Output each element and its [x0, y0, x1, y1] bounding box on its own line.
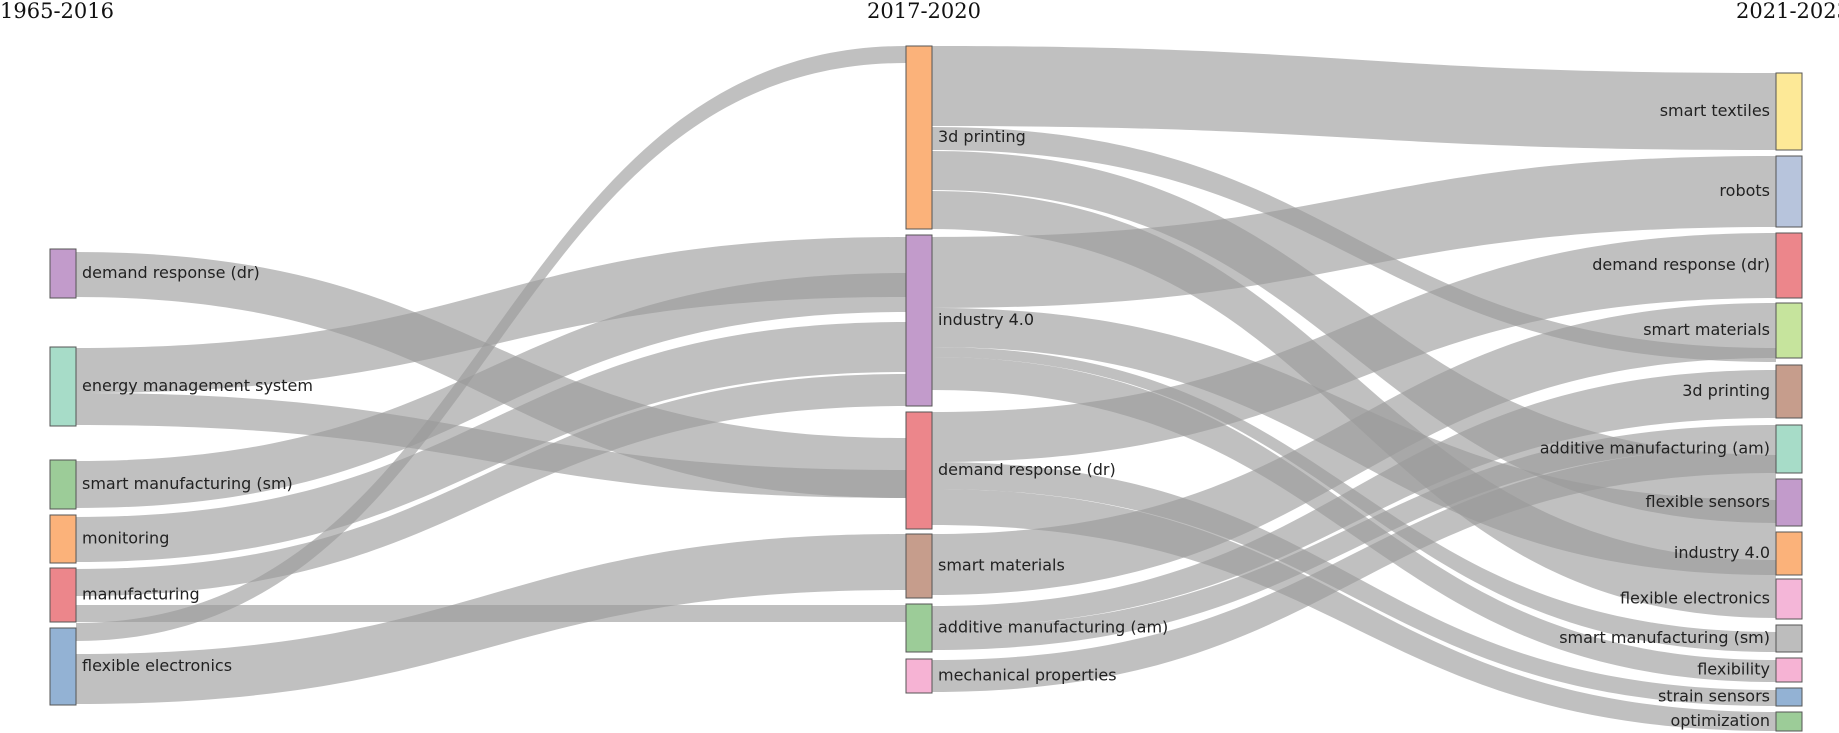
node-p3-optimization: optimization: [1670, 711, 1803, 732]
node-p2-3d-printing: 3d printing: [905, 45, 1026, 230]
node-bar-smart-manufacturing-sm: [49, 459, 77, 510]
node-label-3d-printing: 3d printing: [938, 127, 1026, 146]
period-label-middle: 2017-2020: [867, 0, 981, 23]
period-label-right: 2021-2023: [1736, 0, 1839, 23]
node-p1-manufacturing: manufacturing: [49, 567, 200, 623]
node-p2-demand-response: demand response (dr): [905, 411, 1116, 530]
node-label-smart-manufacturing-sm: smart manufacturing (sm): [82, 474, 293, 493]
node-p3-smart-textiles: smart textiles: [1660, 72, 1803, 151]
node-label-additive-manufacturing-am: additive manufacturing (am): [1540, 439, 1770, 458]
link-p1-manufacturing-to-p2-3d-printing: [76, 46, 906, 641]
node-p2-smart-materials: smart materials: [905, 533, 1065, 599]
node-bar-robots: [1775, 155, 1803, 228]
link-p2-industry-40-to-p3-robots: [932, 156, 1776, 308]
link-p1-flexible-electronics-to-p2-smart-materials: [76, 534, 906, 704]
node-bar-3d-printing: [1775, 364, 1803, 419]
node-bar-additive-manufacturing-am: [905, 603, 933, 653]
node-p1-flexible-electronics: flexible electronics: [49, 627, 232, 706]
node-label-3d-printing: 3d printing: [1682, 381, 1770, 400]
node-label-flexible-electronics: flexible electronics: [1620, 589, 1770, 608]
node-bar-flexible-electronics: [1775, 578, 1803, 620]
node-label-industry-4-0: industry 4.0: [1674, 543, 1770, 562]
node-p3-demand-response: demand response (dr): [1592, 232, 1803, 299]
node-bar-industry-4-0: [1775, 531, 1803, 576]
link-p2-demand-response-to-p3-demand-response: [932, 233, 1776, 462]
node-bar-additive-manufacturing-am: [1775, 424, 1803, 474]
link-p2-demand-response-to-p3-strain-sensors: [932, 462, 1776, 706]
node-p3-additive-manufacturing: additive manufacturing (am): [1540, 424, 1803, 474]
node-p2-additive-manufacturing: additive manufacturing (am): [905, 603, 1168, 653]
node-label-manufacturing: manufacturing: [82, 585, 200, 604]
node-label-industry-4-0: industry 4.0: [938, 310, 1034, 329]
link-p2-mechanical-properties-to-p3-additive-manufacturing: [932, 447, 1776, 692]
node-label-flexibility: flexibility: [1697, 660, 1770, 679]
node-label-mechanical-properties: mechanical properties: [938, 666, 1117, 685]
node-p3-smart-materials: smart materials: [1643, 302, 1803, 359]
node-label-smart-manufacturing-sm: smart manufacturing (sm): [1559, 628, 1770, 647]
node-bar-smart-manufacturing-sm: [1775, 624, 1803, 653]
node-p3-3d-printing: 3d printing: [1682, 364, 1803, 419]
node-label-flexible-electronics: flexible electronics: [82, 656, 232, 675]
node-p3-robots: robots: [1719, 155, 1803, 228]
node-bar-smart-materials: [905, 533, 933, 599]
node-p1-demand-response: demand response (dr): [49, 248, 260, 299]
node-p3-flexibility: flexibility: [1697, 657, 1803, 683]
node-p2-mechanical-properties: mechanical properties: [905, 658, 1117, 694]
node-bar-demand-response-dr: [49, 248, 77, 299]
nodes-layer: demand response (dr) energy management sy…: [49, 45, 1803, 732]
node-bar-strain-sensors: [1775, 687, 1803, 707]
node-label-demand-response-dr: demand response (dr): [938, 460, 1116, 479]
node-bar-3d-printing: [905, 45, 933, 230]
link-p1-manufacturing-to-p2-industry-40: [76, 374, 906, 596]
node-bar-smart-textiles: [1775, 72, 1803, 151]
node-bar-flexibility: [1775, 657, 1803, 683]
node-label-energy-management-system: energy management system: [82, 376, 313, 395]
node-p3-smart-manufacturing: smart manufacturing (sm): [1559, 624, 1803, 653]
node-p1-energy-management: energy management system: [49, 346, 313, 427]
node-p3-flexible-electronics: flexible electronics: [1620, 578, 1803, 620]
link-p1-monitoring-to-p2-industry-40: [76, 322, 906, 562]
node-bar-flexible-sensors: [1775, 478, 1803, 527]
node-label-monitoring: monitoring: [82, 529, 169, 548]
node-label-flexible-sensors: flexible sensors: [1646, 492, 1770, 511]
link-p2-additive-manufacturing-to-p3-3d-printing: [932, 370, 1776, 627]
node-bar-demand-response-dr: [905, 411, 933, 530]
node-p3-flexible-sensors: flexible sensors: [1646, 478, 1803, 527]
node-bar-demand-response-dr: [1775, 232, 1803, 299]
links-layer: [76, 46, 1776, 731]
node-label-demand-response-dr: demand response (dr): [1592, 255, 1770, 274]
node-label-demand-response-dr: demand response (dr): [82, 263, 260, 282]
node-bar-industry-4-0: [905, 234, 933, 407]
node-bar-energy-management-system: [49, 346, 77, 427]
node-bar-manufacturing: [49, 567, 77, 623]
node-bar-smart-materials: [1775, 302, 1803, 359]
node-bar-optimization: [1775, 711, 1803, 732]
node-bar-flexible-electronics: [49, 627, 77, 706]
link-p2-3d-printing-to-p3-smart-textiles: [932, 46, 1776, 150]
node-label-strain-sensors: strain sensors: [1658, 687, 1770, 706]
node-p1-monitoring: monitoring: [49, 514, 169, 564]
node-label-smart-materials: smart materials: [938, 556, 1065, 575]
link-p1-energy-management-to-p2-industry-40: [76, 237, 906, 393]
node-label-smart-textiles: smart textiles: [1660, 101, 1770, 120]
link-p2-demand-response-to-p3-optimization: [932, 489, 1776, 731]
node-p2-industry-40: industry 4.0: [905, 234, 1034, 407]
node-bar-monitoring: [49, 514, 77, 564]
link-p2-additive-manufacturing-to-p3-additive-manufacturing: [932, 425, 1776, 650]
node-p3-strain-sensors: strain sensors: [1658, 687, 1803, 707]
node-p1-smart-manufacturing: smart manufacturing (sm): [49, 459, 293, 510]
node-label-smart-materials: smart materials: [1643, 320, 1770, 339]
node-label-additive-manufacturing-am: additive manufacturing (am): [938, 618, 1168, 637]
node-bar-mechanical-properties: [905, 658, 933, 694]
period-label-left: 1965-2016: [0, 0, 114, 23]
node-p3-industry-40: industry 4.0: [1674, 531, 1803, 576]
link-p1-smart-manufacturing-to-p2-industry-40: [76, 273, 906, 508]
node-label-robots: robots: [1719, 181, 1770, 200]
node-label-optimization: optimization: [1670, 711, 1770, 730]
link-p2-smart-materials-to-p3-smart-materials: [932, 303, 1776, 595]
